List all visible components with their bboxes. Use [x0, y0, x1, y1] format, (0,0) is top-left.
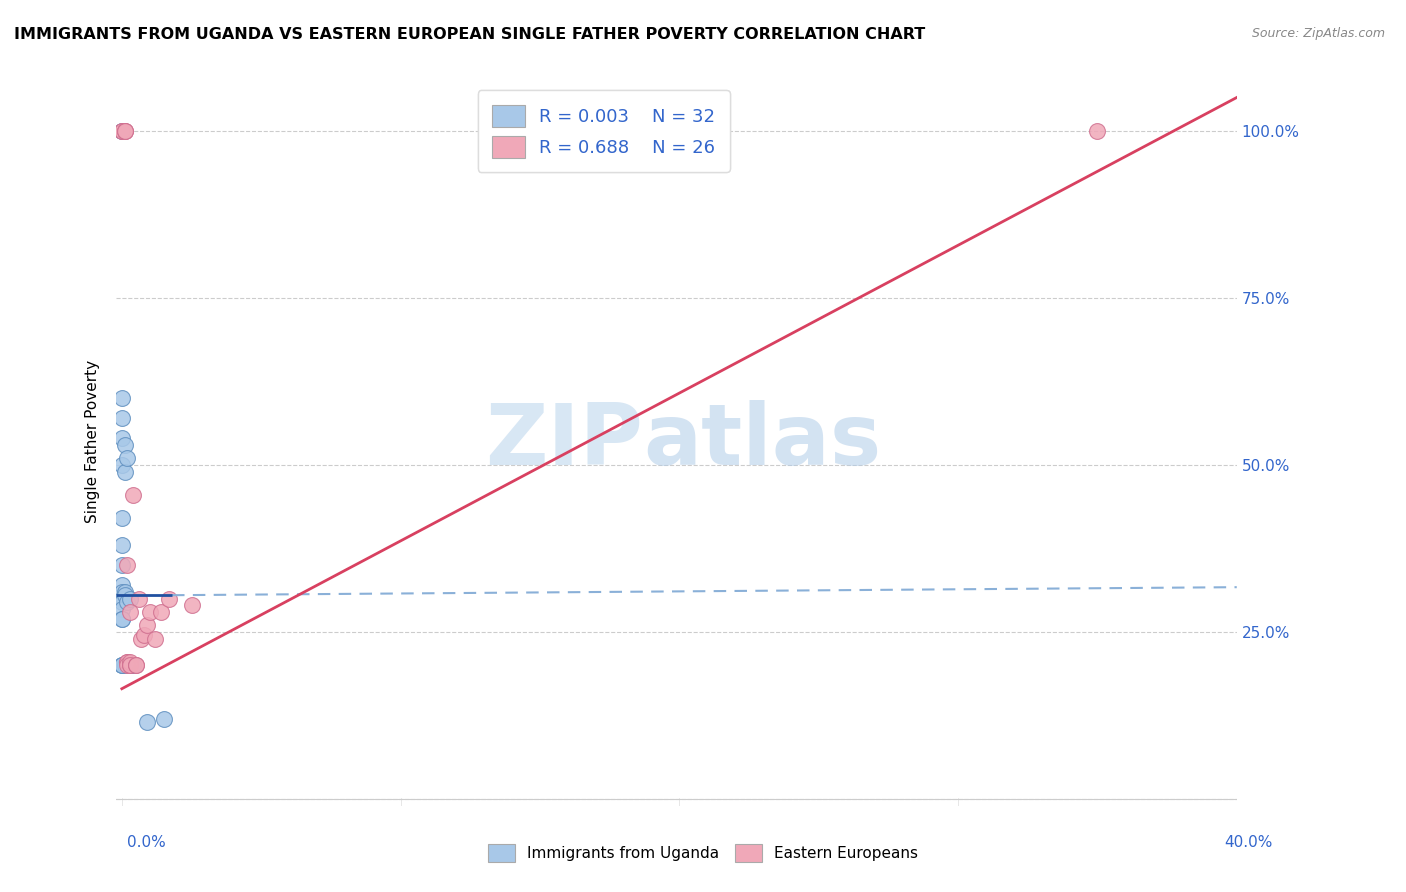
- Point: [157, 591, 180, 606]
- Point: [111, 511, 134, 525]
- Point: [120, 658, 142, 673]
- Point: [111, 391, 134, 405]
- Point: [114, 585, 136, 599]
- Point: [114, 465, 136, 479]
- Point: [111, 611, 134, 625]
- Point: [138, 605, 160, 619]
- Point: [125, 658, 148, 673]
- Point: [111, 601, 134, 615]
- Point: [136, 618, 159, 632]
- Point: [111, 538, 134, 552]
- Legend: Immigrants from Uganda, Eastern Europeans: Immigrants from Uganda, Eastern European…: [481, 838, 925, 868]
- Point: [111, 658, 134, 673]
- Point: [117, 655, 139, 669]
- Point: [143, 632, 166, 646]
- Point: [120, 658, 142, 673]
- Text: 40.0%: 40.0%: [1225, 836, 1272, 850]
- Point: [114, 588, 136, 602]
- Point: [111, 124, 134, 138]
- Point: [114, 124, 136, 138]
- Point: [117, 558, 139, 573]
- Text: IMMIGRANTS FROM UGANDA VS EASTERN EUROPEAN SINGLE FATHER POVERTY CORRELATION CHA: IMMIGRANTS FROM UGANDA VS EASTERN EUROPE…: [14, 27, 925, 42]
- Point: [111, 458, 134, 472]
- Point: [111, 591, 134, 606]
- Text: 0.0%: 0.0%: [127, 836, 166, 850]
- Point: [111, 124, 134, 138]
- Point: [111, 611, 134, 625]
- Point: [117, 451, 139, 466]
- Point: [111, 595, 134, 609]
- Point: [149, 605, 172, 619]
- Point: [114, 438, 136, 452]
- Point: [122, 658, 145, 673]
- Point: [114, 658, 136, 673]
- Point: [111, 558, 134, 573]
- Point: [120, 658, 142, 673]
- Point: [134, 628, 156, 642]
- Point: [120, 591, 142, 606]
- Point: [111, 431, 134, 445]
- Point: [111, 658, 134, 673]
- Point: [136, 715, 159, 730]
- Point: [117, 658, 139, 673]
- Point: [111, 124, 134, 138]
- Point: [180, 598, 202, 612]
- Point: [122, 488, 145, 502]
- Legend: R = 0.003    N = 32, R = 0.688    N = 26: R = 0.003 N = 32, R = 0.688 N = 26: [478, 90, 730, 172]
- Point: [111, 578, 134, 592]
- Text: atlas: atlas: [643, 400, 882, 483]
- Text: ZIP: ZIP: [485, 400, 643, 483]
- Point: [128, 591, 150, 606]
- Point: [111, 411, 134, 425]
- Point: [120, 605, 142, 619]
- Point: [120, 655, 142, 669]
- Point: [122, 658, 145, 673]
- Point: [131, 632, 153, 646]
- Point: [152, 712, 174, 726]
- Y-axis label: Single Father Poverty: Single Father Poverty: [86, 360, 100, 523]
- Point: [114, 124, 136, 138]
- Point: [111, 658, 134, 673]
- Point: [111, 585, 134, 599]
- Point: [125, 658, 148, 673]
- Point: [111, 124, 134, 138]
- Point: [117, 595, 139, 609]
- Point: [1087, 124, 1109, 138]
- Text: Source: ZipAtlas.com: Source: ZipAtlas.com: [1251, 27, 1385, 40]
- Point: [117, 655, 139, 669]
- Point: [114, 124, 136, 138]
